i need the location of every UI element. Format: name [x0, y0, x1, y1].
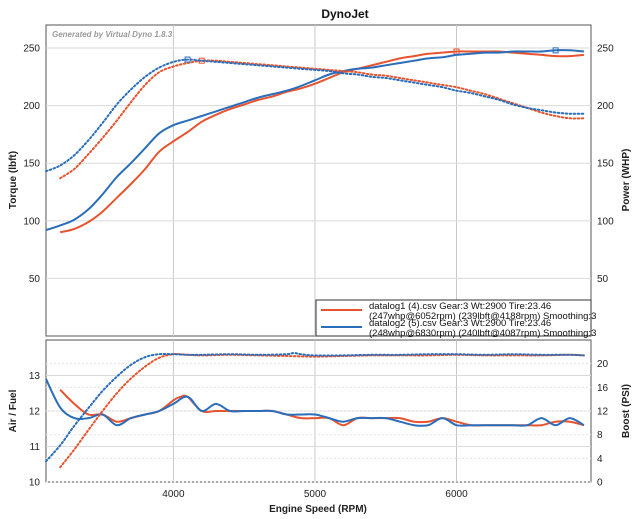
- power-tick-label: 200: [597, 101, 614, 112]
- legend-entry-datalog2-line1: datalog2 (5).csv Gear:3 Wt:2900 Tire:23.…: [369, 318, 551, 329]
- power-tick-label: 250: [597, 44, 614, 55]
- top-tick-labels: 50 100 150 200 250 50 100 150 200 250: [23, 44, 614, 285]
- legend-entry-datalog1-line2: (247whp@6052rpm) (239lbft@4188rpm) Smoot…: [369, 311, 596, 322]
- power-tick-label: 150: [597, 159, 614, 170]
- boost-tick-label: 12: [597, 407, 609, 418]
- peak-marker: [552, 47, 559, 54]
- legend-box: [315, 299, 592, 337]
- torque-tick-label: 50: [29, 274, 41, 285]
- bottom-series-group: [45, 351, 585, 469]
- bottom-grid: [46, 340, 591, 483]
- afr-tick-label: 12: [29, 407, 41, 418]
- series-power-datalog2: [45, 49, 584, 231]
- air-fuel-axis-label: Air / Fuel: [8, 389, 19, 432]
- rpm-tick-label: 4000: [162, 489, 185, 500]
- series-afr-datalog2: [45, 378, 585, 427]
- boost-tick-label: 0: [597, 478, 603, 489]
- top-grid: [46, 25, 591, 336]
- series-power-datalog1: [59, 50, 584, 234]
- legend: datalog1 (4).csv Gear:3 Wt:2900 Tire:23.…: [315, 299, 596, 339]
- top-plot-area: [45, 24, 592, 337]
- torque-tick-label: 250: [23, 44, 40, 55]
- peak-marker: [184, 56, 191, 63]
- boost-axis-label: Boost (PSI): [621, 384, 632, 438]
- boost-tick-label: 4: [597, 454, 603, 465]
- rpm-tick-label: 5000: [304, 489, 327, 500]
- top-series-group: [45, 47, 585, 234]
- torque-tick-label: 100: [23, 216, 40, 227]
- power-tick-label: 50: [597, 274, 609, 285]
- afr-tick-label: 11: [30, 442, 41, 453]
- series-boost-datalog2: [45, 351, 585, 463]
- boost-tick-label: 8: [597, 430, 603, 441]
- boost-tick-label: 20: [597, 359, 609, 370]
- chart-title: DynoJet: [321, 7, 368, 21]
- afr-tick-label: 10: [29, 478, 41, 489]
- power-tick-label: 100: [597, 216, 614, 227]
- series-torque-datalog1: [59, 59, 585, 180]
- series-boost-datalog1: [59, 353, 585, 469]
- torque-tick-label: 200: [23, 101, 40, 112]
- afr-tick-label: 13: [29, 371, 41, 382]
- watermark-text: Generated by Virtual Dyno 1.8.3: [52, 30, 173, 39]
- x-axis-label: Engine Speed (RPM): [269, 504, 367, 515]
- afr-boost-panel: 10 11 12 13 0 4 8 12 16 20 Air / Fuel Boost (PSI): [8, 339, 632, 489]
- torque-tick-label: 150: [23, 159, 40, 170]
- power-torque-panel: 50 100 150 200 250 50 100 150 200 250 Generated b…: [8, 24, 632, 339]
- power-axis-label: Power (WHP): [621, 149, 632, 212]
- bottom-tick-labels: 10 11 12 13 0 4 8 12 16 20: [29, 359, 609, 488]
- legend-entry-datalog1-line1: datalog1 (4).csv Gear:3 Wt:2900 Tire:23.…: [369, 301, 551, 312]
- boost-tick-label: 16: [597, 383, 609, 394]
- legend-entry-datalog2-line2: (248whp@6830rpm) (240lbft@4087rpm) Smoot…: [369, 328, 596, 339]
- torque-axis-label: Torque (lbft): [8, 151, 19, 209]
- series-torque-datalog2: [45, 58, 585, 173]
- rpm-tick-label: 6000: [445, 489, 468, 500]
- x-tick-labels: 4000 5000 6000: [162, 489, 468, 500]
